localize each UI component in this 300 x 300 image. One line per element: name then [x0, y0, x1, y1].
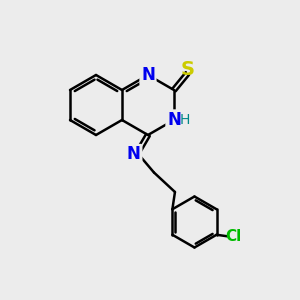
Text: N: N	[141, 66, 155, 84]
Text: S: S	[181, 60, 195, 80]
Text: N: N	[167, 111, 181, 129]
Text: N: N	[127, 146, 141, 164]
Text: Cl: Cl	[226, 229, 242, 244]
Text: H: H	[179, 113, 190, 127]
